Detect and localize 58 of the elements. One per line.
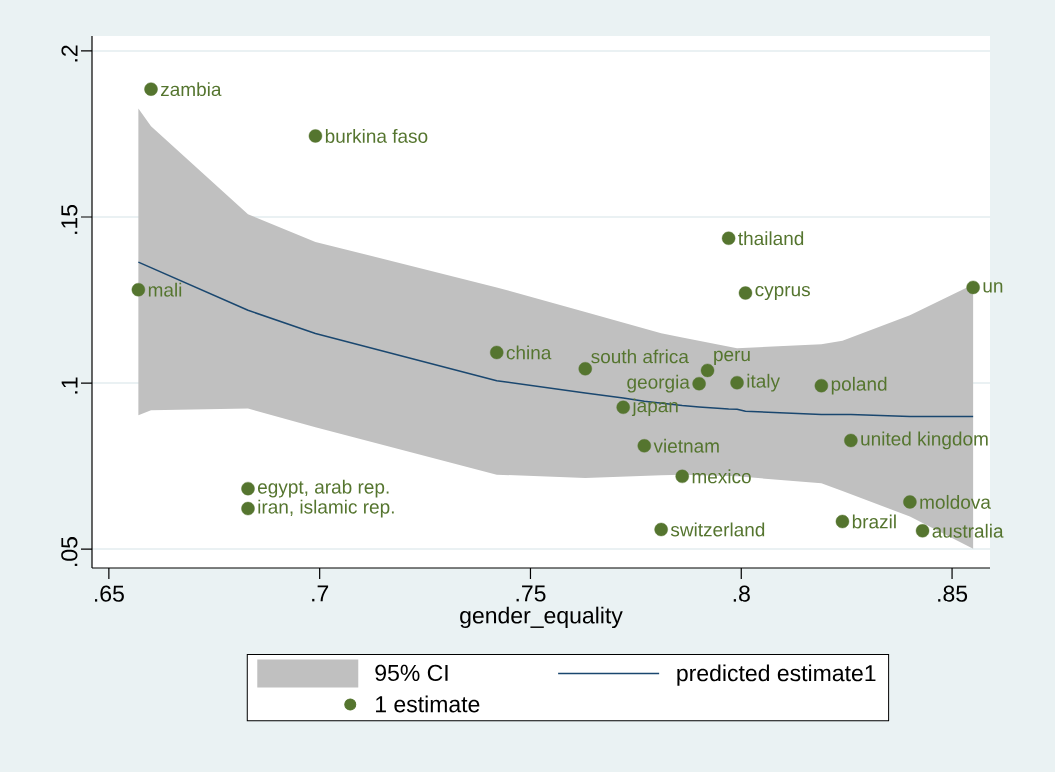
data-label: south africa xyxy=(591,349,689,364)
point xyxy=(730,376,744,390)
y-tick-label: .1 xyxy=(61,377,78,394)
data-label: egypt, arab rep. xyxy=(257,479,389,498)
x-tick-label: .75 xyxy=(516,585,546,602)
data-label: peru xyxy=(714,350,750,365)
data-label: china xyxy=(506,345,552,360)
data-label: poland xyxy=(831,376,887,395)
point xyxy=(490,345,504,360)
x-tick-label: .8 xyxy=(733,585,750,602)
legend-label: 95% CI xyxy=(375,664,448,682)
point xyxy=(675,469,689,484)
data-label: mali xyxy=(148,282,182,297)
data-label: cyprus xyxy=(755,285,810,301)
point xyxy=(144,82,158,96)
data-label: australia xyxy=(932,523,1004,538)
data-label: united kingdom xyxy=(861,431,988,450)
point xyxy=(903,495,917,509)
data-label: un xyxy=(983,282,1003,293)
point xyxy=(616,400,630,414)
legend-label: predicted estimate1 xyxy=(677,664,876,686)
point xyxy=(844,433,858,448)
data-label: mexico xyxy=(692,469,751,484)
data-label: moldova xyxy=(920,494,991,509)
data-label: italy xyxy=(747,373,780,392)
x-tick-label: .7 xyxy=(312,585,329,602)
point xyxy=(915,524,930,538)
point xyxy=(241,481,255,496)
point xyxy=(814,378,829,393)
data-label: vietnam xyxy=(653,438,719,453)
x-axis-title: gender_equality xyxy=(460,606,623,629)
y-tick-label: .15 xyxy=(61,204,78,234)
data-label: japan xyxy=(631,398,678,417)
y-tick-label: .05 xyxy=(61,537,78,566)
legend-label: 1 estimate xyxy=(376,695,480,713)
data-label: zambia xyxy=(160,82,222,97)
point xyxy=(241,501,255,516)
point xyxy=(835,514,850,529)
x-tick-label: .65 xyxy=(94,585,124,602)
point xyxy=(308,129,323,143)
point xyxy=(654,522,668,537)
point xyxy=(637,439,651,453)
point xyxy=(721,231,736,245)
x-tick-label: .85 xyxy=(938,585,968,602)
data-label: burkina faso xyxy=(325,128,428,143)
data-label: georgia xyxy=(627,374,690,393)
point xyxy=(966,280,980,295)
point xyxy=(131,283,146,297)
line-series xyxy=(137,261,974,418)
data-label: switzerland xyxy=(670,522,765,537)
data-label: iran, islamic rep. xyxy=(258,499,394,518)
point xyxy=(738,286,753,300)
data-label: brazil xyxy=(852,514,896,529)
point xyxy=(700,363,715,378)
y-tick-label: .2 xyxy=(61,45,78,62)
point xyxy=(578,362,592,376)
data-label: thailand xyxy=(738,231,804,246)
point xyxy=(692,376,706,391)
